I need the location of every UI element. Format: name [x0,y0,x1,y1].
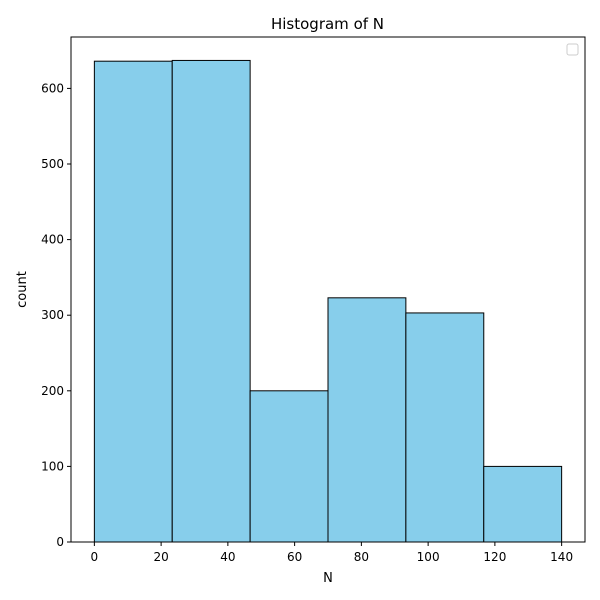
histogram-bar-3 [249,390,329,543]
y-tick-label: 600 [41,81,64,95]
x-tick-label: 0 [91,550,99,564]
x-tick-label: 140 [550,550,573,564]
x-tick-label: 60 [287,550,302,564]
x-tick-label: 100 [417,550,440,564]
y-axis-label: count [15,271,30,308]
y-tick-label: 200 [41,384,64,398]
x-axis-ticks: 0 20 40 60 80 100 120 140 [91,542,573,564]
chart-title: Histogram of N [271,15,384,33]
histogram-bar-4 [327,297,407,543]
bars-group [93,59,563,543]
y-tick-label: 100 [41,459,64,473]
histogram-bar-2 [171,59,251,543]
x-axis-label: N [323,571,333,586]
histogram-bar-1 [93,60,173,543]
y-tick-label: 0 [56,535,64,549]
y-tick-label: 500 [41,157,64,171]
plot-frame [70,36,586,543]
x-tick-label: 40 [220,550,235,564]
legend-box [566,43,579,56]
histogram-bar-5 [405,312,485,543]
y-tick-label: 300 [41,308,64,322]
y-axis-ticks: 0 100 200 300 400 500 600 [41,81,71,549]
y-tick-label: 400 [41,233,64,247]
x-tick-label: 80 [354,550,369,564]
histogram-bar-6 [483,465,563,543]
x-tick-label: 20 [153,550,168,564]
x-tick-label: 120 [483,550,506,564]
